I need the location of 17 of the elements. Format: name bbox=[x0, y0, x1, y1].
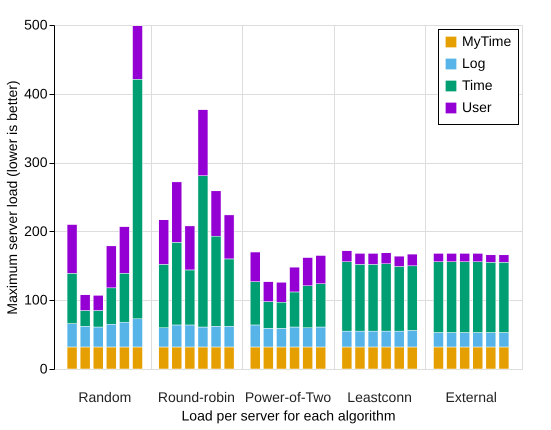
y-tick-label: 0 bbox=[40, 360, 48, 376]
y-tick-label: 400 bbox=[24, 85, 48, 102]
legend-label: MyTime bbox=[462, 33, 512, 49]
y-tick-label: 200 bbox=[24, 222, 48, 239]
text: Round-robin bbox=[158, 389, 235, 405]
text: Random bbox=[78, 389, 132, 405]
legend-label: Time bbox=[462, 77, 493, 93]
y-tick-label: 500 bbox=[24, 16, 48, 32]
text: External bbox=[446, 389, 497, 405]
y-tick-label: 300 bbox=[24, 154, 48, 170]
x-axis-title: Load per server for each algorithm bbox=[182, 408, 396, 424]
text: Leastconn bbox=[347, 389, 412, 405]
legend-label: User bbox=[462, 99, 492, 115]
text: Power-of-Two bbox=[244, 389, 332, 405]
legend-label: Log bbox=[462, 55, 486, 71]
y-tick-label: 100 bbox=[24, 292, 48, 308]
y-axis-title: Maximum server load (lower is better) bbox=[4, 80, 20, 315]
